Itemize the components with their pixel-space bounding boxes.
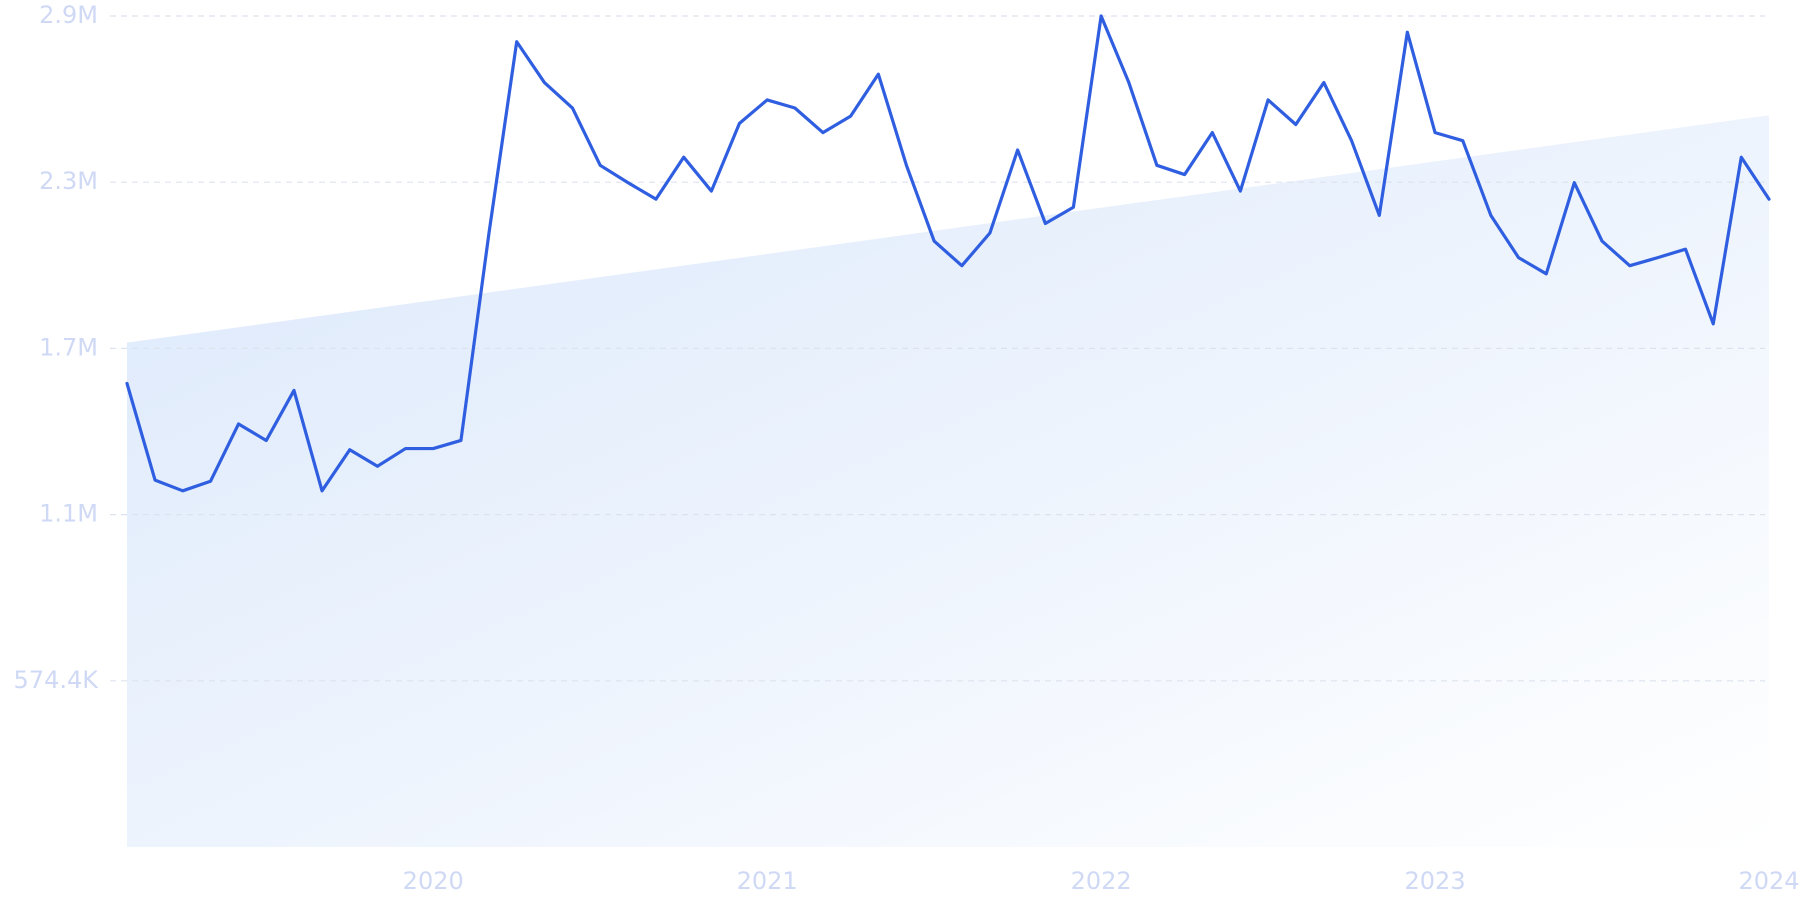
y-tick-label: 2.3M [39,167,98,195]
y-tick-label: 1.1M [39,500,98,528]
y-tick-label: 574.4K [14,666,100,694]
y-tick-label: 2.9M [39,1,98,29]
x-tick-label: 2024 [1738,867,1799,895]
x-tick-label: 2020 [403,867,464,895]
x-tick-label: 2023 [1405,867,1466,895]
y-tick-label: 1.7M [39,333,98,361]
x-tick-label: 2021 [737,867,798,895]
trend-area [127,115,1769,847]
x-tick-label: 2022 [1071,867,1132,895]
data-line [125,14,1771,493]
